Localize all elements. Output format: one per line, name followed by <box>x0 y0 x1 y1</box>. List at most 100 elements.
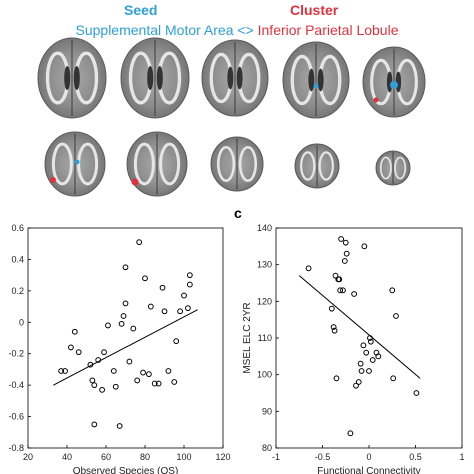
data-point <box>330 324 337 330</box>
data-point <box>62 368 68 374</box>
data-point <box>89 377 96 384</box>
data-point <box>360 342 367 349</box>
data-point <box>122 264 129 271</box>
y-tick-label: 140 <box>257 223 272 233</box>
data-point <box>159 284 166 291</box>
brain-slice <box>37 37 107 119</box>
data-point <box>142 275 148 282</box>
data-point <box>75 349 82 356</box>
brain-slice <box>201 39 269 117</box>
data-point <box>331 327 338 334</box>
data-point <box>393 313 399 319</box>
data-point <box>87 361 94 368</box>
brain-slice <box>375 150 411 186</box>
brain-slices-figure <box>37 37 426 197</box>
data-point <box>389 287 396 294</box>
y-tick-label: 90 <box>262 406 272 416</box>
y-tick-label: -0.4 <box>8 380 24 390</box>
axes-frame <box>275 227 463 449</box>
brain-slice <box>120 37 190 119</box>
brain-slice <box>294 143 340 189</box>
activation-blob <box>74 159 80 165</box>
data-point <box>120 313 127 319</box>
data-point <box>413 390 420 396</box>
connector-label: <> <box>237 22 254 38</box>
regression-line <box>298 275 421 379</box>
data-point <box>122 300 129 307</box>
data-point <box>118 320 125 327</box>
data-point <box>146 371 152 378</box>
data-point <box>161 308 168 315</box>
data-point <box>134 377 141 384</box>
y-tick-label: 0.4 <box>11 254 24 264</box>
data-point <box>177 308 184 315</box>
data-point <box>357 360 364 367</box>
activation-blob <box>390 81 398 89</box>
data-point <box>173 338 180 345</box>
data-point <box>369 357 376 363</box>
data-point <box>171 379 178 385</box>
seed-region-label: Supplemental Motor Area <box>75 22 234 38</box>
data-point <box>105 322 111 329</box>
data-point <box>186 281 193 288</box>
data-point <box>151 380 158 387</box>
data-point <box>336 276 343 283</box>
brain-slice <box>44 131 106 197</box>
x-tick-label: -0.5 <box>315 452 331 462</box>
axes-frame <box>27 227 224 449</box>
data-point <box>305 265 312 272</box>
y-tick-label: 120 <box>257 296 272 306</box>
data-point <box>116 423 123 429</box>
data-point <box>185 305 191 312</box>
data-point <box>355 379 362 385</box>
scatter-plot-os: 20 40 60 80 100 120 -0.8 -0.6 -0.4 -0.2 0 0.2 0.4 0.6… <box>8 223 230 474</box>
brain-slice <box>282 41 350 119</box>
data-point <box>186 272 193 279</box>
cluster-region-label: Inferior Parietal Lobule <box>257 22 399 38</box>
data-point <box>328 305 335 312</box>
data-point <box>58 368 65 374</box>
x-tick-label: 20 <box>23 452 33 462</box>
data-point <box>112 383 119 390</box>
data-point <box>338 236 345 242</box>
data-point <box>337 287 344 294</box>
data-point <box>333 375 340 382</box>
x-axis-label: Observed Species (OS) <box>73 466 179 474</box>
data-point <box>136 239 143 246</box>
y-tick-label: -0.8 <box>8 443 24 453</box>
x-tick-label: 0 <box>366 452 371 462</box>
data-point <box>363 349 370 356</box>
data-point <box>101 349 107 356</box>
y-tick-label: 0 <box>19 317 24 327</box>
y-tick-label: 0.6 <box>11 223 24 233</box>
x-tick-label: 1 <box>459 452 464 462</box>
data-point <box>68 344 74 351</box>
cluster-heading: Cluster <box>290 2 339 18</box>
data-point <box>140 369 146 376</box>
data-point <box>181 292 187 299</box>
activation-blob <box>373 97 379 103</box>
data-point <box>71 328 78 335</box>
data-point <box>366 368 372 374</box>
data-point <box>126 358 133 365</box>
brain-slice <box>126 131 188 197</box>
data-point <box>91 382 98 389</box>
seed-heading: Seed <box>124 2 158 18</box>
y-axis-label: MSEL ELC 2YR <box>242 302 253 373</box>
x-tick-label: 120 <box>215 452 230 462</box>
brain-slice <box>210 136 264 192</box>
y-tick-label: -0.2 <box>8 349 24 359</box>
x-tick-label: 80 <box>140 452 150 462</box>
x-tick-label: -1 <box>272 452 280 462</box>
activation-blob <box>313 83 319 89</box>
data-point <box>165 368 172 374</box>
data-point <box>110 368 117 374</box>
data-point <box>99 386 105 393</box>
regression-line <box>53 309 198 386</box>
y-tick-label: 100 <box>257 370 272 380</box>
y-tick-label: 110 <box>258 333 272 343</box>
data-point <box>341 258 348 264</box>
x-tick-label: 100 <box>176 452 191 462</box>
activation-blob <box>50 177 56 183</box>
